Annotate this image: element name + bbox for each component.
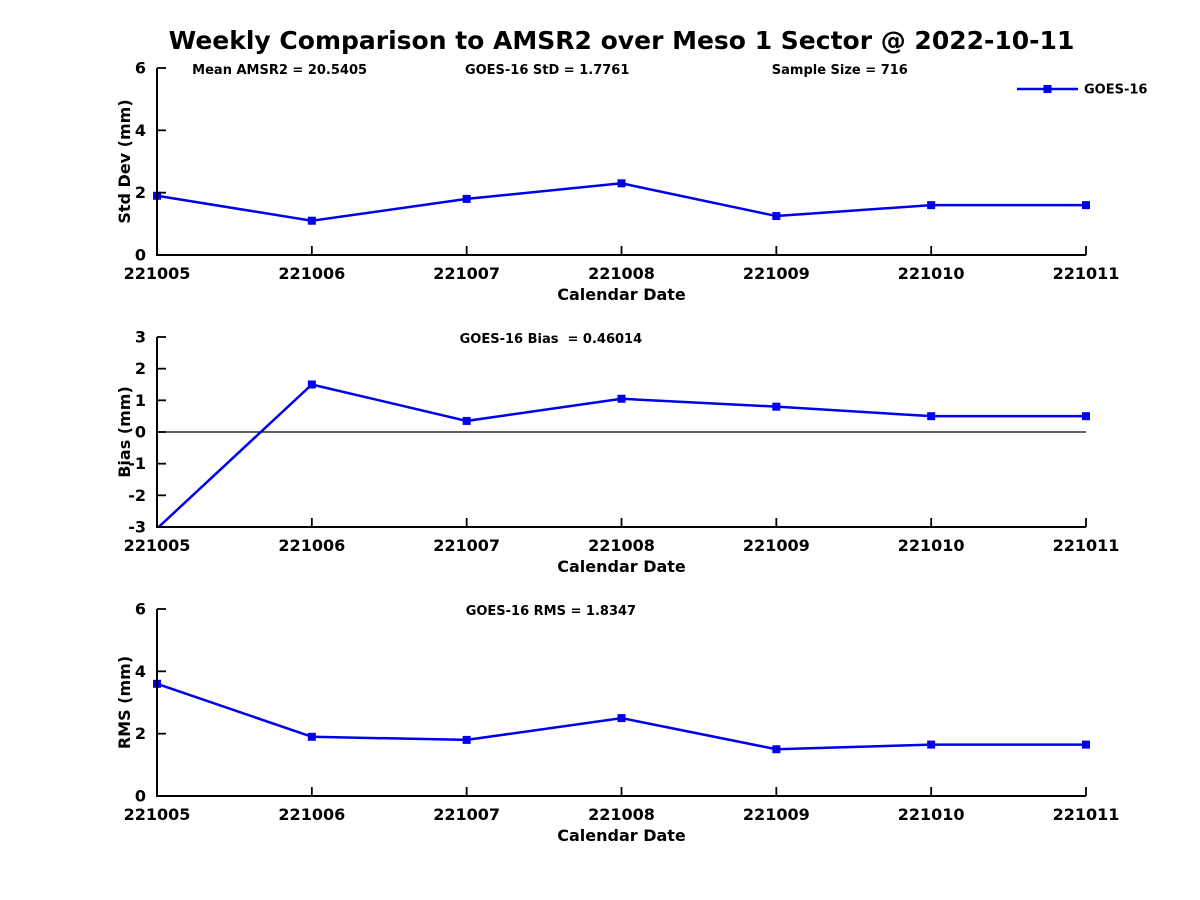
y-tick-label: 4 bbox=[135, 121, 146, 140]
data-point-marker bbox=[462, 194, 471, 203]
data-point-marker bbox=[307, 732, 316, 741]
y-tick-label: 0 bbox=[135, 423, 146, 442]
y-tick-label: 2 bbox=[135, 359, 146, 378]
data-line-GOES-16 bbox=[156, 182, 1086, 222]
x-tick-label: 221008 bbox=[588, 264, 655, 283]
y-tick-label: -3 bbox=[128, 518, 146, 537]
data-point-marker bbox=[772, 402, 781, 411]
x-axis-title: Calendar Date bbox=[557, 826, 686, 845]
data-point-marker bbox=[1082, 740, 1090, 749]
legend: GOES-16 bbox=[1017, 83, 1147, 98]
data-point-marker bbox=[1082, 412, 1090, 421]
x-tick-label: 221007 bbox=[433, 805, 500, 824]
y-tick-label: -1 bbox=[128, 454, 146, 473]
x-tick-label: 221011 bbox=[1053, 536, 1120, 555]
y-axis-title: Std Dev (mm) bbox=[115, 99, 134, 223]
y-tick-label: 6 bbox=[135, 59, 146, 78]
x-tick-label: 221009 bbox=[743, 536, 810, 555]
y-tick-label: 2 bbox=[135, 183, 146, 202]
y-tick-label: 1 bbox=[135, 391, 146, 410]
y-tick-label: 6 bbox=[135, 600, 146, 619]
y-tick-label: -2 bbox=[128, 486, 146, 505]
y-tick-label: 0 bbox=[135, 246, 146, 265]
x-tick-label: 221006 bbox=[278, 805, 345, 824]
x-tick-label: 221005 bbox=[124, 264, 191, 283]
data-point-marker bbox=[617, 394, 626, 403]
data-point-marker bbox=[307, 380, 316, 389]
x-tick-label: 221005 bbox=[124, 536, 191, 555]
axis-spines bbox=[156, 68, 1086, 256]
x-tick-label: 221010 bbox=[898, 536, 965, 555]
x-axis-title: Calendar Date bbox=[557, 557, 686, 576]
subplot-bias-subplot: -3 -2 -1 0 1 2 3 221005 221006 221007 221008 221009… bbox=[115, 328, 1119, 577]
stat-annotation: GOES-16 Bias = 0.46014 bbox=[460, 332, 643, 347]
data-line-GOES-16 bbox=[156, 383, 1086, 527]
legend-label: GOES-16 bbox=[1084, 83, 1147, 98]
x-tick-label: 221011 bbox=[1053, 264, 1120, 283]
chart-title: Weekly Comparison to AMSR2 over Meso 1 S… bbox=[168, 26, 1075, 55]
x-tick-label: 221010 bbox=[898, 264, 965, 283]
y-tick-label: 3 bbox=[135, 328, 146, 347]
data-point-marker bbox=[1082, 201, 1090, 210]
x-tick-label: 221007 bbox=[433, 264, 500, 283]
x-tick-label: 221007 bbox=[433, 536, 500, 555]
y-tick-label: 4 bbox=[135, 662, 146, 681]
subplot-std-dev-subplot: 0 2 4 6 221005 221006 221007 221008 221009 221010… bbox=[115, 59, 1147, 305]
subplot-rms-subplot: 0 2 4 6 221005 221006 221007 221008 221009 221010… bbox=[115, 600, 1119, 846]
x-tick-label: 221009 bbox=[743, 264, 810, 283]
stat-annotation: Mean AMSR2 = 20.5405 bbox=[192, 63, 367, 78]
data-point-marker bbox=[927, 740, 936, 749]
data-point-marker bbox=[772, 745, 781, 754]
legend-marker bbox=[1043, 85, 1052, 93]
stat-annotation: GOES-16 StD = 1.7761 bbox=[465, 63, 629, 78]
x-tick-label: 221009 bbox=[743, 805, 810, 824]
axis-spines bbox=[156, 609, 1086, 797]
data-point-marker bbox=[927, 412, 936, 421]
data-point-marker bbox=[617, 179, 626, 188]
x-tick-label: 221006 bbox=[278, 264, 345, 283]
y-axis-title: Bias (mm) bbox=[115, 386, 134, 478]
x-tick-label: 221006 bbox=[278, 536, 345, 555]
y-axis-title: RMS (mm) bbox=[115, 656, 134, 749]
x-tick-label: 221005 bbox=[124, 805, 191, 824]
data-point-marker bbox=[927, 201, 936, 210]
stat-annotation: Sample Size = 716 bbox=[772, 63, 908, 78]
y-tick-label: 0 bbox=[135, 787, 146, 806]
data-point-marker bbox=[462, 416, 471, 425]
data-point-marker bbox=[462, 735, 471, 744]
data-point-marker bbox=[617, 714, 626, 723]
x-tick-label: 221008 bbox=[588, 805, 655, 824]
data-point-marker bbox=[307, 216, 316, 225]
y-tick-label: 2 bbox=[135, 724, 146, 743]
x-axis-title: Calendar Date bbox=[557, 285, 686, 304]
x-tick-label: 221010 bbox=[898, 805, 965, 824]
x-tick-label: 221011 bbox=[1053, 805, 1120, 824]
x-tick-label: 221008 bbox=[588, 536, 655, 555]
data-point-marker bbox=[772, 212, 781, 221]
stat-annotation: GOES-16 RMS = 1.8347 bbox=[466, 604, 636, 619]
